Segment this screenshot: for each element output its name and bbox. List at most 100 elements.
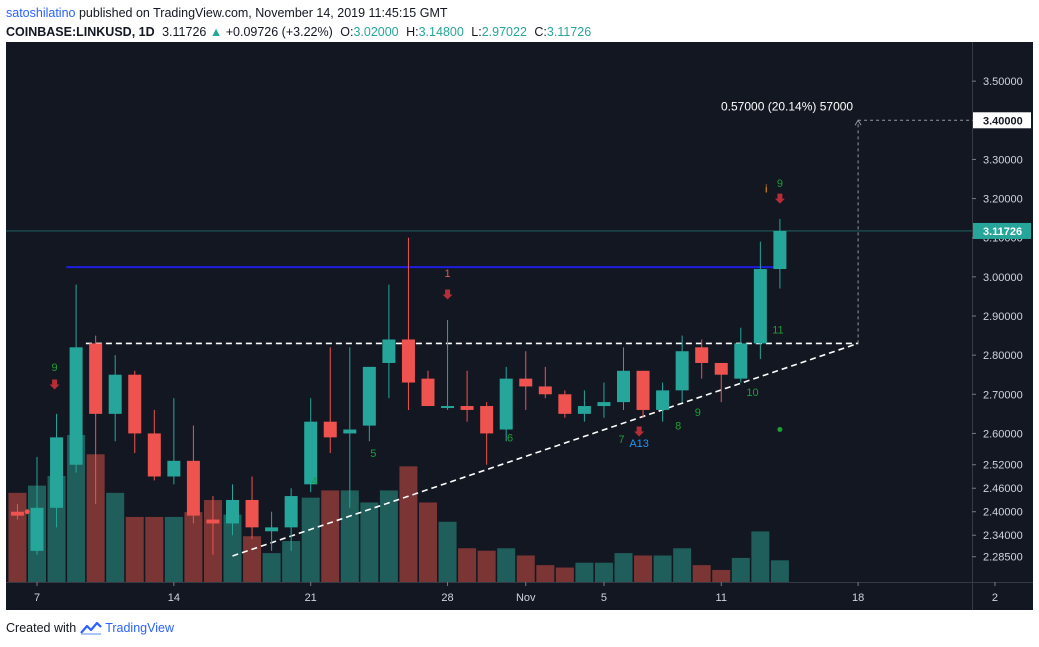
candles [10, 218, 787, 555]
candle-body [460, 406, 474, 410]
candle-body [284, 496, 298, 528]
close-label: C: [534, 25, 547, 39]
candle [401, 237, 415, 410]
candle [108, 355, 122, 442]
price-axis: 3.500003.400003.300003.200003.100003.000… [972, 76, 1031, 564]
candle [69, 284, 83, 473]
volume-bar [164, 516, 183, 582]
candle [499, 366, 513, 442]
candle-body [538, 386, 552, 395]
candle-body [323, 421, 337, 438]
volume-bar [125, 516, 144, 582]
candle [382, 284, 396, 399]
last-price: 3.11726 [162, 25, 207, 39]
last-price-label: 3.11726 [983, 226, 1022, 238]
volume-bar [575, 562, 594, 582]
candle-body [343, 429, 357, 434]
tradingview-link[interactable]: TradingView [80, 621, 174, 635]
volume-bar [243, 536, 262, 582]
close-value: 3.11726 [546, 25, 592, 39]
candle [206, 496, 220, 555]
candle-body [245, 499, 259, 528]
candle [480, 402, 494, 465]
candle-body [89, 343, 103, 414]
price-tick-label: 2.90000 [983, 311, 1023, 323]
volume-bar [282, 541, 301, 582]
volume-bar [555, 567, 574, 582]
candle [558, 390, 572, 418]
price-tick-label: 2.46000 [983, 483, 1023, 495]
open-value: 3.02000 [353, 25, 399, 39]
candle [128, 370, 142, 453]
td-count-label: 6 [507, 432, 513, 444]
price-chart[interactable]: 0.57000 (20.14%) 57000 9 4 5 6 7 8 9 10 11 9 1 i A13 3… [6, 42, 1033, 610]
candle [441, 319, 455, 410]
sell-arrow-icon [442, 289, 453, 300]
price-tick-label: 2.52000 [983, 460, 1023, 472]
candle [265, 511, 279, 551]
volume-bar [653, 555, 672, 582]
candle-body [656, 390, 670, 410]
td-count-label: 4 [312, 475, 318, 487]
td-mark-label: i [765, 184, 767, 196]
candle-body [30, 507, 44, 551]
candle [753, 241, 767, 360]
volume-bar [692, 565, 711, 582]
price-tick-label: 2.34000 [983, 530, 1023, 542]
td-count-label: 7 [618, 434, 624, 446]
target-price-label: 3.40000 [983, 115, 1023, 127]
candle [323, 347, 337, 453]
volume-bar [458, 548, 477, 582]
candle-body [773, 230, 787, 270]
candle-body [636, 370, 650, 410]
candle [734, 327, 748, 383]
time-tick-label: 7 [34, 592, 40, 604]
td-count-label: 10 [746, 387, 758, 399]
candle-body [753, 269, 767, 344]
candle-body [167, 460, 181, 477]
volume-bar [86, 454, 105, 582]
td-count-label: 5 [370, 448, 376, 460]
volume-bar [301, 497, 320, 582]
candle [636, 370, 650, 418]
volume-bar [419, 502, 437, 582]
candle-body [617, 370, 630, 403]
author-link[interactable]: satoshilatino [6, 6, 76, 20]
candle-body [265, 527, 279, 532]
candle-body [714, 362, 728, 375]
td-counts: 9 4 5 6 7 8 9 10 11 9 1 i A13 [24, 178, 785, 515]
candle-body [206, 519, 220, 524]
candle [714, 362, 728, 403]
sell-arrow-icon [49, 379, 60, 390]
price-axis-border [972, 42, 973, 610]
last-price-label-bg [973, 222, 1031, 239]
time-tick-label: 21 [305, 592, 317, 604]
candle [675, 335, 689, 403]
time-tick-label: 14 [168, 592, 180, 604]
volume-bar [751, 531, 770, 582]
signal-dot-icon [24, 509, 30, 515]
tradingview-logo-icon [80, 621, 102, 635]
candle [343, 347, 357, 508]
candle-body [147, 433, 161, 477]
candle-body [226, 499, 239, 524]
volume-bar [184, 512, 203, 582]
volume-bar [770, 560, 789, 582]
candle-body [597, 402, 611, 407]
tradingview-brand: TradingView [105, 621, 174, 635]
sell-arrow-icon [774, 193, 785, 204]
volume-bar [516, 555, 535, 582]
candle-body [382, 339, 396, 363]
candle [597, 382, 611, 418]
volume-bar [536, 565, 555, 582]
time-tick-label: 2 [992, 592, 998, 604]
volume-bar [145, 516, 164, 582]
volume-bar [712, 569, 731, 582]
candle [186, 425, 200, 524]
candle [304, 398, 318, 493]
candle-body [558, 394, 572, 414]
candle [50, 413, 64, 528]
candle-body [108, 374, 122, 414]
candle [617, 347, 630, 410]
publish-info: published on TradingView.com, November 1… [78, 6, 448, 20]
